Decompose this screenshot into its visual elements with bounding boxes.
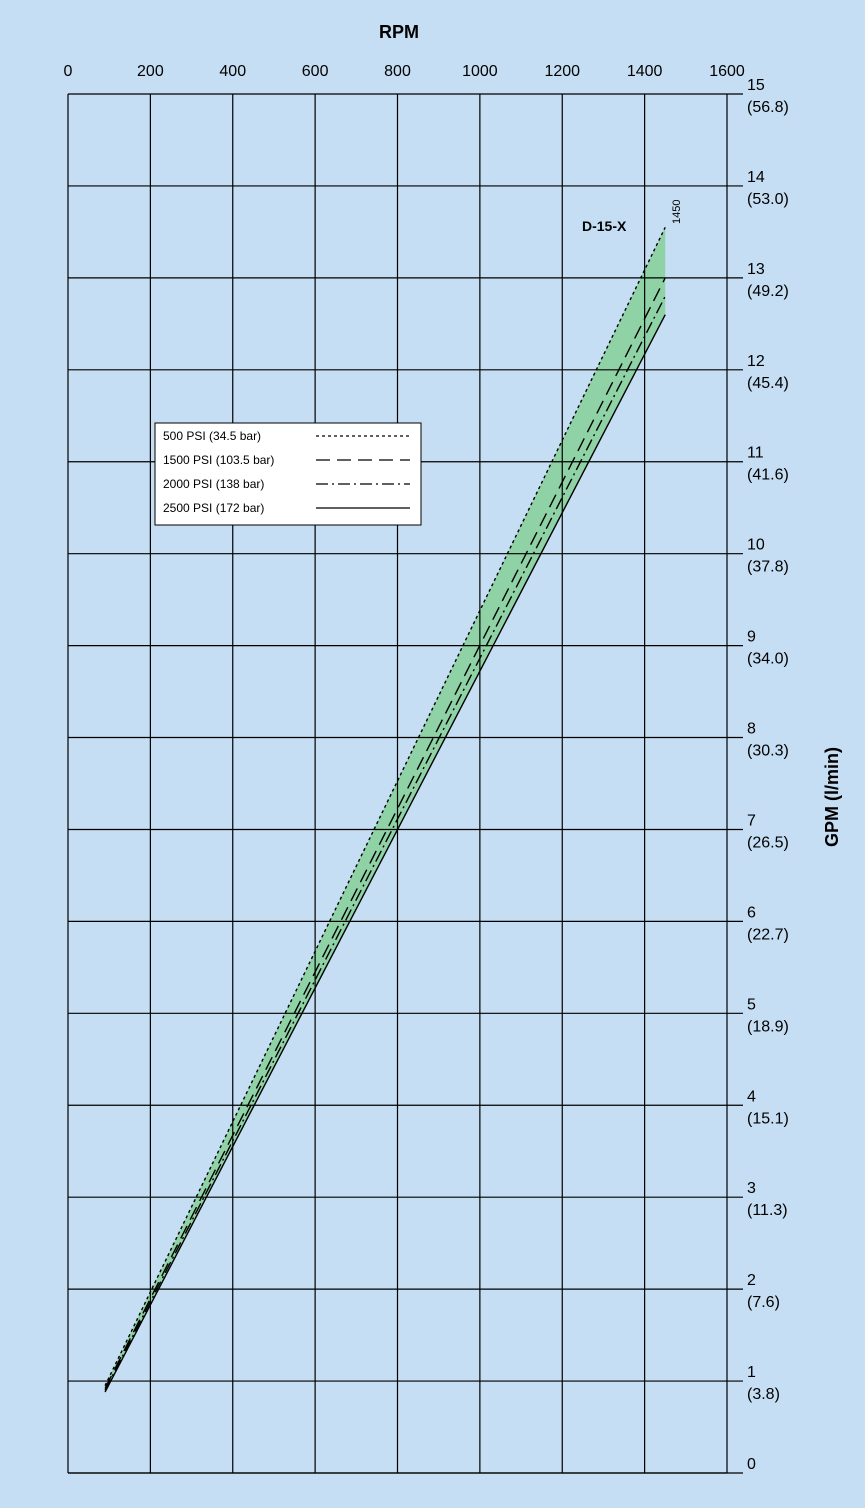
x-tick-label: 800 (384, 63, 411, 80)
x-tick-label: 1600 (709, 63, 745, 80)
x-axis-title: RPM (379, 22, 419, 42)
series-line-2 (104, 277, 666, 1389)
x-tick-label: 600 (302, 63, 329, 80)
y-tick-label: 15 (747, 77, 765, 94)
y-tick-lpm-label: (30.3) (747, 743, 789, 760)
y-tick-lpm-label: (41.6) (747, 467, 789, 484)
y-tick-label: 4 (747, 1088, 756, 1105)
x-tick-label: 1000 (462, 63, 498, 80)
y-tick-lpm-label: (15.1) (747, 1110, 789, 1127)
y-tick-lpm-label: (3.8) (747, 1386, 780, 1403)
max-rpm-label: 1450 (671, 200, 683, 224)
y-tick-label: 7 (747, 812, 756, 829)
y-tick-lpm-label: (56.8) (747, 99, 789, 116)
x-tick-labels: 0 200 400 600 800 1000 1200 1400 1600 (64, 63, 745, 80)
y-tick-label: 1 (747, 1364, 756, 1381)
x-tick-label: 400 (219, 63, 246, 80)
model-label: D-15-X (582, 218, 627, 234)
x-tick-label: 1200 (544, 63, 580, 80)
y-tick-label: 5 (747, 996, 756, 1013)
y-tick-label: 3 (747, 1180, 756, 1197)
series-line-4 (104, 314, 666, 1393)
y-axis-title: GPM (l/min) (822, 747, 842, 847)
legend-label: 2500 PSI (172 bar) (163, 501, 264, 515)
legend: 500 PSI (34.5 bar) 1500 PSI (103.5 bar) 20… (154, 422, 422, 526)
x-tick-label: 0 (64, 63, 73, 80)
y-tick-label: 10 (747, 537, 765, 554)
y-tick-label: 0 (747, 1456, 756, 1473)
y-tick-lpm-label: (34.0) (747, 651, 789, 668)
series-line-3 (104, 295, 666, 1391)
series-lines (104, 226, 666, 1393)
y-tick-lpm-label: (11.3) (747, 1202, 788, 1219)
y-tick-label: 14 (747, 169, 765, 186)
y-tick-lpm-label: (22.7) (747, 926, 789, 943)
x-tick-label: 200 (137, 63, 164, 80)
performance-band (105, 227, 666, 1393)
y-tick-label: 11 (747, 445, 764, 462)
legend-label: 2000 PSI (138 bar) (163, 477, 264, 491)
y-tick-label: 12 (747, 353, 765, 370)
y-tick-label: 6 (747, 904, 756, 921)
y-tick-label: 8 (747, 721, 756, 738)
legend-entries: 500 PSI (34.5 bar) 1500 PSI (103.5 bar) 20… (163, 429, 410, 515)
y-tick-labels: 15(56.8)14(53.0)13(49.2)12(45.4)11(41.6)… (747, 77, 789, 1473)
series-line-1 (104, 226, 666, 1386)
y-tick-lpm-label: (18.9) (747, 1018, 789, 1035)
legend-label: 500 PSI (34.5 bar) (163, 429, 261, 443)
y-tick-lpm-label: (53.0) (747, 191, 789, 208)
y-tick-label: 13 (747, 261, 765, 278)
y-tick-lpm-label: (45.4) (747, 375, 789, 392)
y-tick-lpm-label: (7.6) (747, 1294, 780, 1311)
y-tick-lpm-label: (26.5) (747, 834, 789, 851)
y-tick-label: 2 (747, 1272, 756, 1289)
legend-label: 1500 PSI (103.5 bar) (163, 453, 274, 467)
y-tick-lpm-label: (37.8) (747, 559, 789, 576)
y-tick-lpm-label: (49.2) (747, 283, 789, 300)
y-tick-label: 9 (747, 629, 756, 646)
x-tick-label: 1400 (627, 63, 663, 80)
